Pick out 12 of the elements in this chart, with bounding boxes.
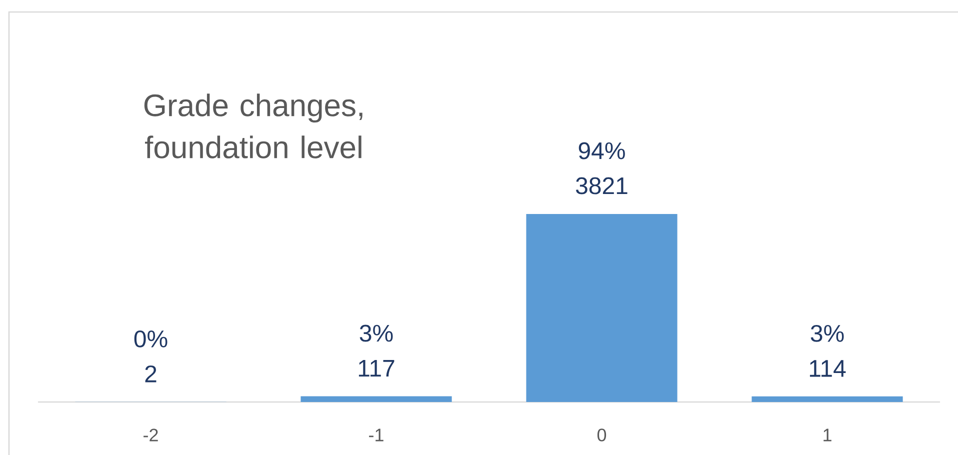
bar: [300, 396, 452, 402]
bar: [752, 396, 903, 402]
chart-title: Grade changes, foundation level: [144, 94, 362, 158]
data-label: 3% 117: [358, 324, 394, 377]
x-tick-label: -1: [369, 428, 384, 442]
bar: [526, 214, 678, 402]
data-label: 0% 2: [134, 330, 168, 382]
x-tick-label: 0: [597, 428, 606, 442]
data-label: 3% 114: [810, 324, 846, 377]
x-tick-label: 1: [824, 428, 832, 442]
data-label: 94% 3821: [576, 142, 628, 194]
x-tick-label: -2: [144, 428, 158, 442]
